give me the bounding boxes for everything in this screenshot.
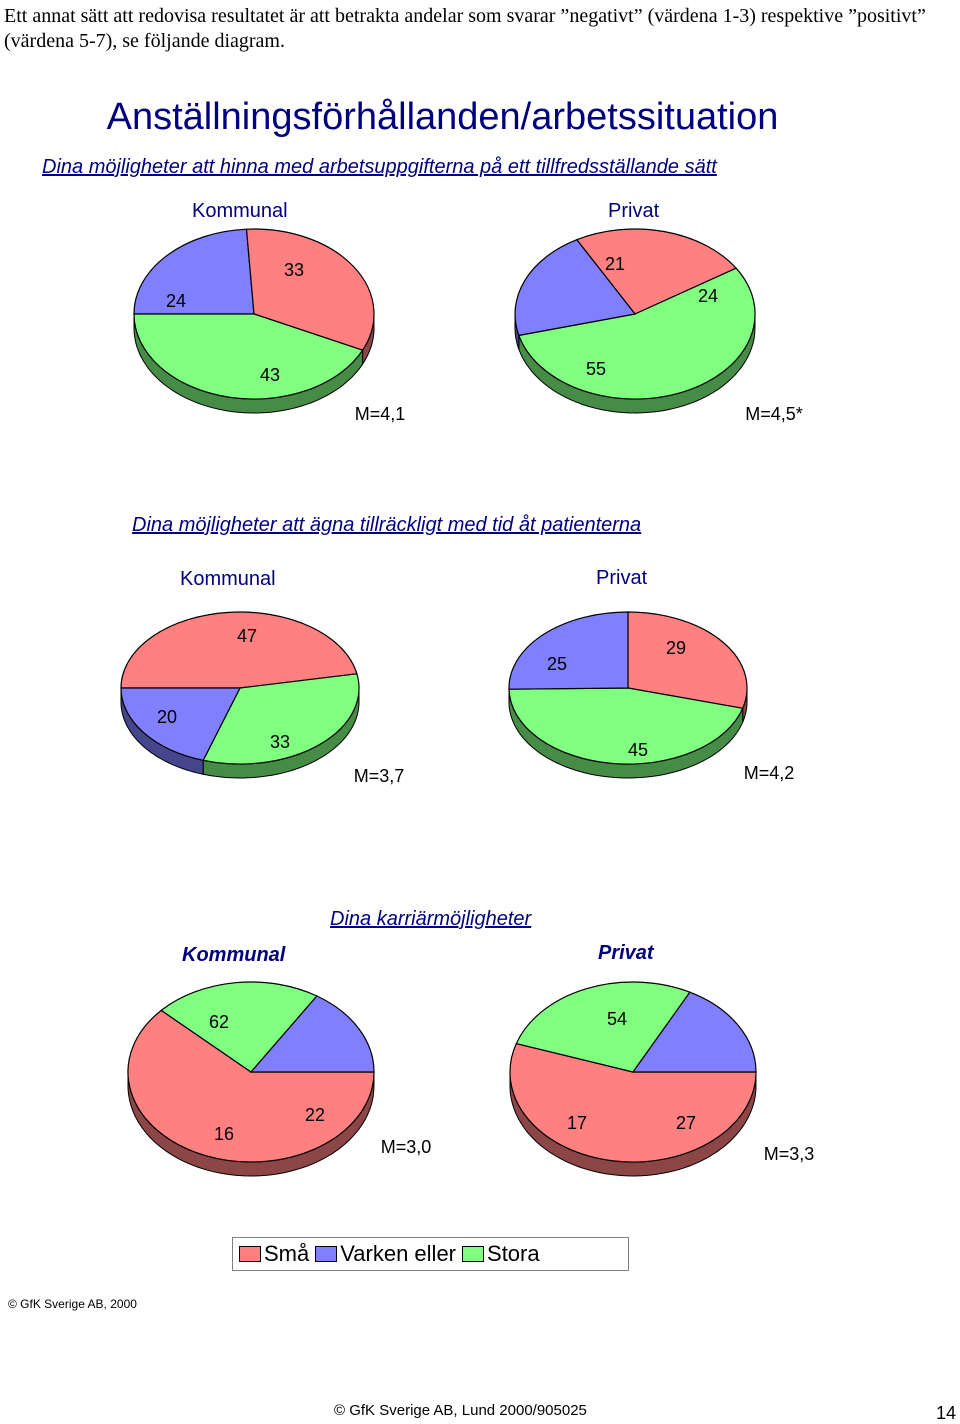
- mean-label: M=4,5*: [745, 404, 803, 424]
- question-title-2: Dina möjligheter att ägna tillräckligt m…: [132, 514, 642, 536]
- pie-slice-varken-eller: [508, 611, 629, 690]
- data-label-stora: 22: [305, 1105, 325, 1125]
- page-title: Anställningsförhållanden/arbetssituation: [106, 96, 779, 138]
- question-title-3: Dina karriärmöjligheter: [330, 908, 532, 930]
- legend-item-varken-eller: Varken eller: [315, 1241, 456, 1267]
- data-label-sma: 24: [698, 286, 718, 306]
- legend-swatch-sma: [239, 1246, 261, 1262]
- pie-chart-2: 24 21 55 M=4,5*: [514, 228, 803, 424]
- legend-item-stora: Stora: [462, 1241, 540, 1267]
- mean-label: M=3,0: [381, 1137, 432, 1157]
- legend-item-sma: Små: [239, 1241, 309, 1267]
- legend-swatch-varken-eller: [315, 1246, 338, 1262]
- page-number: 14: [936, 1403, 957, 1423]
- data-label-sma: 47: [237, 626, 257, 646]
- data-label-sma: 54: [607, 1009, 627, 1029]
- legend-label-varken-eller: Varken eller: [340, 1241, 457, 1266]
- label-privat-1: Privat: [608, 200, 660, 222]
- data-label-sma: 62: [209, 1012, 229, 1032]
- mean-label: M=3,3: [764, 1144, 815, 1164]
- pie-chart-5: 62 16 22 M=3,0: [127, 981, 432, 1177]
- pie-slice-varken-eller: [133, 228, 255, 315]
- data-label-stora: 55: [586, 359, 606, 379]
- pie-slice-varken-eller: [120, 687, 241, 761]
- label-kommunal-3: Kommunal: [182, 944, 286, 966]
- data-label-varken-eller: 24: [166, 291, 186, 311]
- data-label-sma: 29: [666, 638, 686, 658]
- pie-slice-stora: [508, 687, 744, 765]
- legend: Små Varken eller Stora: [232, 1237, 629, 1271]
- mean-label: M=4,2: [744, 763, 795, 783]
- pie-slice-sma: [627, 611, 748, 709]
- data-label-varken-eller: 21: [605, 254, 625, 274]
- mean-label: M=4,1: [355, 404, 406, 424]
- pie-slice-stora: [160, 981, 318, 1073]
- data-label-varken-eller: 16: [214, 1124, 234, 1144]
- question-title-1: Dina möjligheter att hinna med arbetsupp…: [42, 156, 717, 178]
- footer: © GfK Sverige AB, Lund 2000/905025: [334, 1402, 587, 1419]
- pie-chart-6: 54 17 27 M=3,3: [509, 981, 815, 1177]
- pie-slice-stora: [518, 267, 756, 400]
- data-label-varken-eller: 20: [157, 707, 177, 727]
- label-privat-3: Privat: [598, 942, 654, 964]
- pie-slice-sma: [120, 611, 358, 689]
- intro-text: Ett annat sätt att redovisa resultatet ä…: [4, 5, 926, 52]
- pie-slice-varken-eller: [631, 991, 757, 1073]
- legend-label-sma: Små: [264, 1241, 310, 1266]
- pie-slice-sma: [245, 228, 375, 351]
- mean-label: M=3,7: [354, 766, 405, 786]
- pie-chart-4: 29 25 45 M=4,2: [508, 611, 795, 783]
- data-label-stora: 27: [676, 1113, 696, 1133]
- label-kommunal-2: Kommunal: [180, 568, 276, 590]
- pie-slice-stora: [133, 313, 364, 400]
- pie-chart-3: 47 20 33 M=3,7: [120, 611, 405, 786]
- pie-slice-varken-eller: [514, 238, 637, 337]
- data-label-sma: 33: [284, 260, 304, 280]
- pie-slice-sma: [127, 1009, 375, 1163]
- data-label-stora: 33: [270, 732, 290, 752]
- data-label-stora: 45: [628, 740, 648, 760]
- copyright-note: © GfK Sverige AB, 2000: [8, 1297, 137, 1311]
- label-privat-2: Privat: [596, 567, 648, 589]
- label-kommunal-1: Kommunal: [192, 200, 288, 222]
- pie-slice-stora: [515, 981, 691, 1073]
- legend-label-stora: Stora: [487, 1241, 540, 1266]
- data-label-varken-eller: 25: [547, 654, 567, 674]
- legend-swatch-stora: [462, 1246, 485, 1262]
- pie-chart-1: 33 24 43 M=4,1: [133, 228, 406, 424]
- pie-slice-sma: [575, 228, 738, 315]
- pie-slice-stora: [202, 673, 360, 765]
- pie-slice-sma: [509, 1042, 757, 1163]
- data-label-varken-eller: 17: [567, 1113, 587, 1133]
- pie-slice-varken-eller: [249, 995, 375, 1073]
- data-label-stora: 43: [260, 365, 280, 385]
